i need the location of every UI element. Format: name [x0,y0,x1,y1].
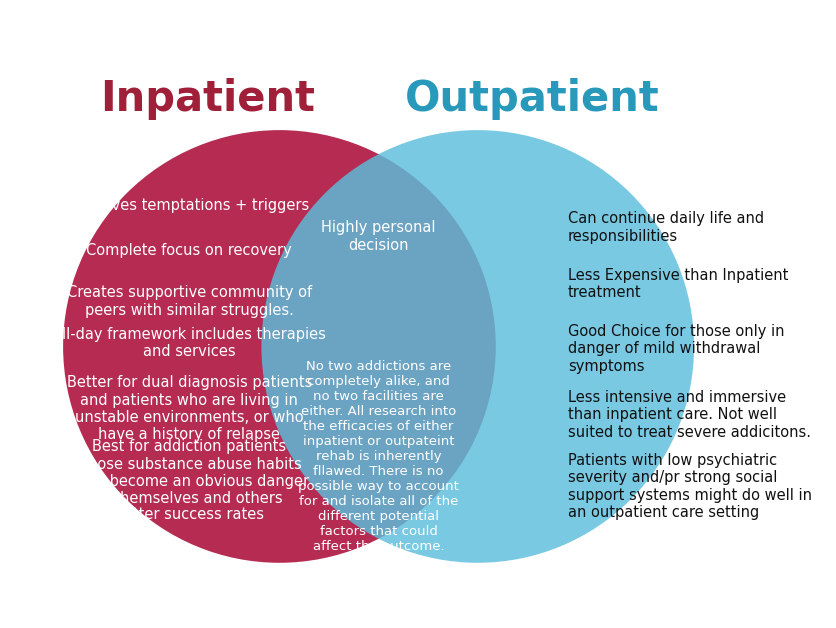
Text: No two addictions are
completely alike, and
no two facilities are
either. All re: No two addictions are completely alike, … [298,360,458,553]
Text: Good Choice for those only in
danger of mild withdrawal
symptoms: Good Choice for those only in danger of … [567,324,783,374]
Text: Less intensive and immersive
than inpatient care. Not well
suited to treat sever: Less intensive and immersive than inpati… [567,390,810,440]
Text: Highly personal
decision: Highly personal decision [321,220,436,252]
Text: Creates supportive community of
peers with similar struggles.: Creates supportive community of peers wi… [67,285,312,318]
Text: Less Expensive than Inpatient
treatment: Less Expensive than Inpatient treatment [567,268,788,300]
Text: Can continue daily life and
responsibilities: Can continue daily life and responsibili… [567,211,763,244]
Text: All-day framework includes therapies
and services: All-day framework includes therapies and… [53,327,326,359]
Circle shape [63,130,495,563]
Text: Outpatient: Outpatient [404,78,659,119]
Text: Removes temptations + triggers: Removes temptations + triggers [69,198,308,213]
Text: Best for addiction patients
whose substance abuse habits
have become an obvious : Best for addiction patients whose substa… [69,440,309,507]
Text: Patients with low psychiatric
severity and/pr strong social
support systems migh: Patients with low psychiatric severity a… [567,453,811,520]
Text: Inpatient: Inpatient [99,78,314,119]
Text: Complete focus on recovery: Complete focus on recovery [86,243,292,257]
Circle shape [261,130,693,563]
Text: Better success rates: Better success rates [115,507,264,522]
Text: Better for dual diagnosis patients
and patients who are living in
unstable envir: Better for dual diagnosis patients and p… [67,376,312,443]
